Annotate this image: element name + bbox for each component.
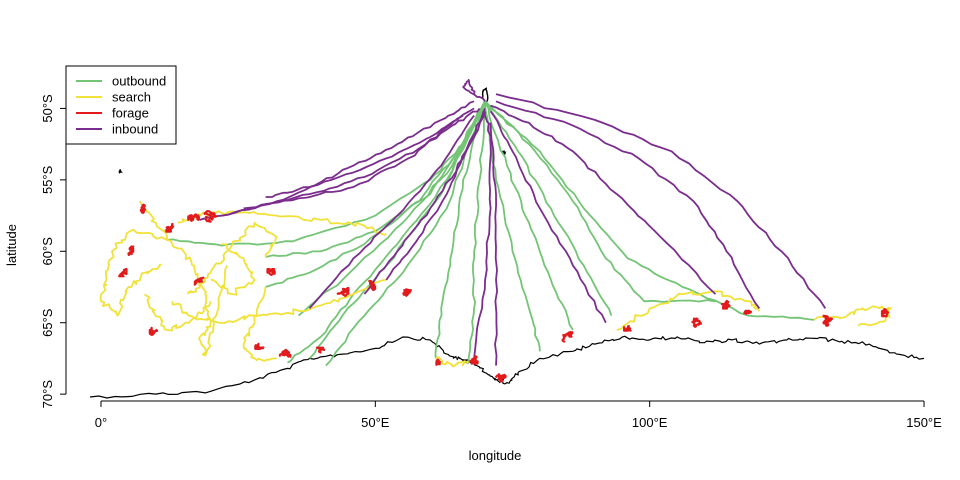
search-track — [99, 229, 168, 317]
forage-patch — [494, 373, 507, 383]
outbound-track — [484, 100, 613, 316]
search-track — [616, 290, 761, 331]
legend-box — [65, 65, 177, 145]
inbound-track — [490, 104, 717, 295]
forage-patch — [148, 326, 159, 336]
forage-patch — [165, 222, 175, 233]
forage-patch — [315, 346, 326, 354]
forage-patch — [278, 348, 292, 358]
x-tick-label: 150°E — [906, 415, 942, 430]
inbound-track — [495, 100, 761, 309]
legend-label: inbound — [112, 122, 158, 137]
inbound-track — [385, 107, 486, 281]
forage-patch — [266, 268, 276, 276]
search-track — [210, 243, 256, 296]
x-tick-label: 0° — [95, 415, 107, 430]
search-track — [138, 200, 229, 357]
legend-label: search — [112, 90, 151, 105]
forage-patch — [561, 331, 574, 343]
inbound-track — [473, 111, 492, 359]
forage-patch — [118, 268, 128, 278]
search-track — [435, 356, 469, 368]
inbound-track — [462, 79, 486, 102]
outbound-track — [325, 101, 486, 367]
inbound-track — [489, 122, 498, 366]
forage-patch — [368, 279, 377, 292]
forage-patch — [187, 213, 201, 222]
y-tick-label: 70°S — [40, 380, 55, 409]
inbound-track — [308, 115, 475, 309]
inbound-track — [265, 100, 475, 198]
forage-patch — [193, 276, 205, 286]
search-track — [177, 210, 387, 236]
forage-patch — [336, 287, 350, 298]
island-outline — [481, 87, 489, 105]
y-tick-label: 50°S — [40, 94, 55, 123]
x-tick-label: 50°E — [361, 415, 390, 430]
antarctic-coastline — [89, 335, 925, 399]
outbound-track — [484, 100, 574, 331]
legend-label: outbound — [112, 74, 166, 89]
forage-patch — [203, 210, 218, 223]
outbound-track — [467, 101, 487, 363]
inbound-track — [199, 114, 464, 221]
x-axis-title: longitude — [469, 448, 522, 463]
search-track — [242, 286, 277, 362]
y-tick-label: 55°S — [40, 165, 55, 194]
forage-patch — [127, 245, 135, 257]
forage-patch — [880, 308, 890, 318]
outbound-track — [287, 100, 486, 364]
forage-patch — [623, 324, 632, 332]
outbound-track — [484, 100, 716, 303]
forage-patch — [435, 358, 442, 366]
legend-label: forage — [112, 106, 149, 121]
forage-patch — [720, 299, 731, 310]
search-track — [187, 221, 278, 295]
inbound-track — [243, 107, 481, 210]
forage-patch — [822, 314, 834, 327]
island-outline — [118, 168, 123, 174]
outbound-track — [308, 100, 486, 360]
y-axis-title: latitude — [4, 224, 19, 266]
search-track — [144, 293, 212, 332]
plot-area — [89, 79, 925, 399]
outbound-track — [484, 100, 815, 321]
forage-patch — [254, 342, 265, 350]
axes: 0° 50°E 100°E 150°E 50°S 55°S 60°S 65°S 70°S — [40, 94, 942, 430]
forage-patch — [691, 317, 703, 328]
outbound-track — [434, 101, 486, 359]
y-tick-label: 65°S — [40, 308, 55, 337]
outbound-track — [484, 101, 541, 352]
search-track — [813, 305, 892, 327]
inbound-track — [489, 110, 607, 324]
y-tick-label: 60°S — [40, 237, 55, 266]
forage-patch — [743, 309, 753, 315]
island-outline — [501, 149, 507, 155]
forage-patch — [402, 288, 412, 297]
inbound-track — [495, 93, 827, 309]
x-tick-label: 100°E — [632, 415, 668, 430]
forage-patch — [469, 355, 479, 365]
forage-patch — [139, 203, 147, 214]
inbound-track — [363, 111, 486, 295]
